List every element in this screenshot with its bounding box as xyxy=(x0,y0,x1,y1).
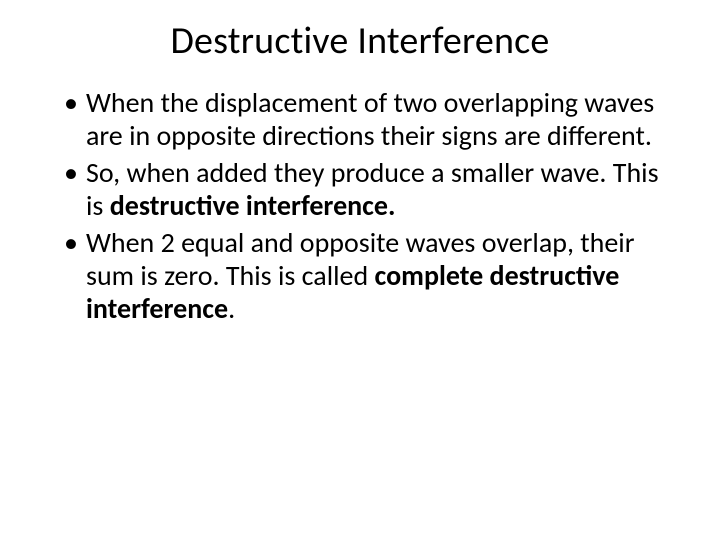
bullet-list: When the displacement of two overlapping… xyxy=(40,86,680,325)
bullet-text: When the displacement of two overlapping… xyxy=(86,85,654,153)
bullet-item: When 2 equal and opposite waves overlap,… xyxy=(64,226,680,325)
bullet-item: When the displacement of two overlapping… xyxy=(64,86,680,152)
bullet-item: So, when added they produce a smaller wa… xyxy=(64,156,680,222)
bullet-text: . xyxy=(228,291,235,326)
slide-title: Destructive Interference xyxy=(40,18,680,64)
bullet-text-bold: destructive interference. xyxy=(110,188,396,223)
slide-container: Destructive Interference When the displa… xyxy=(0,0,720,540)
